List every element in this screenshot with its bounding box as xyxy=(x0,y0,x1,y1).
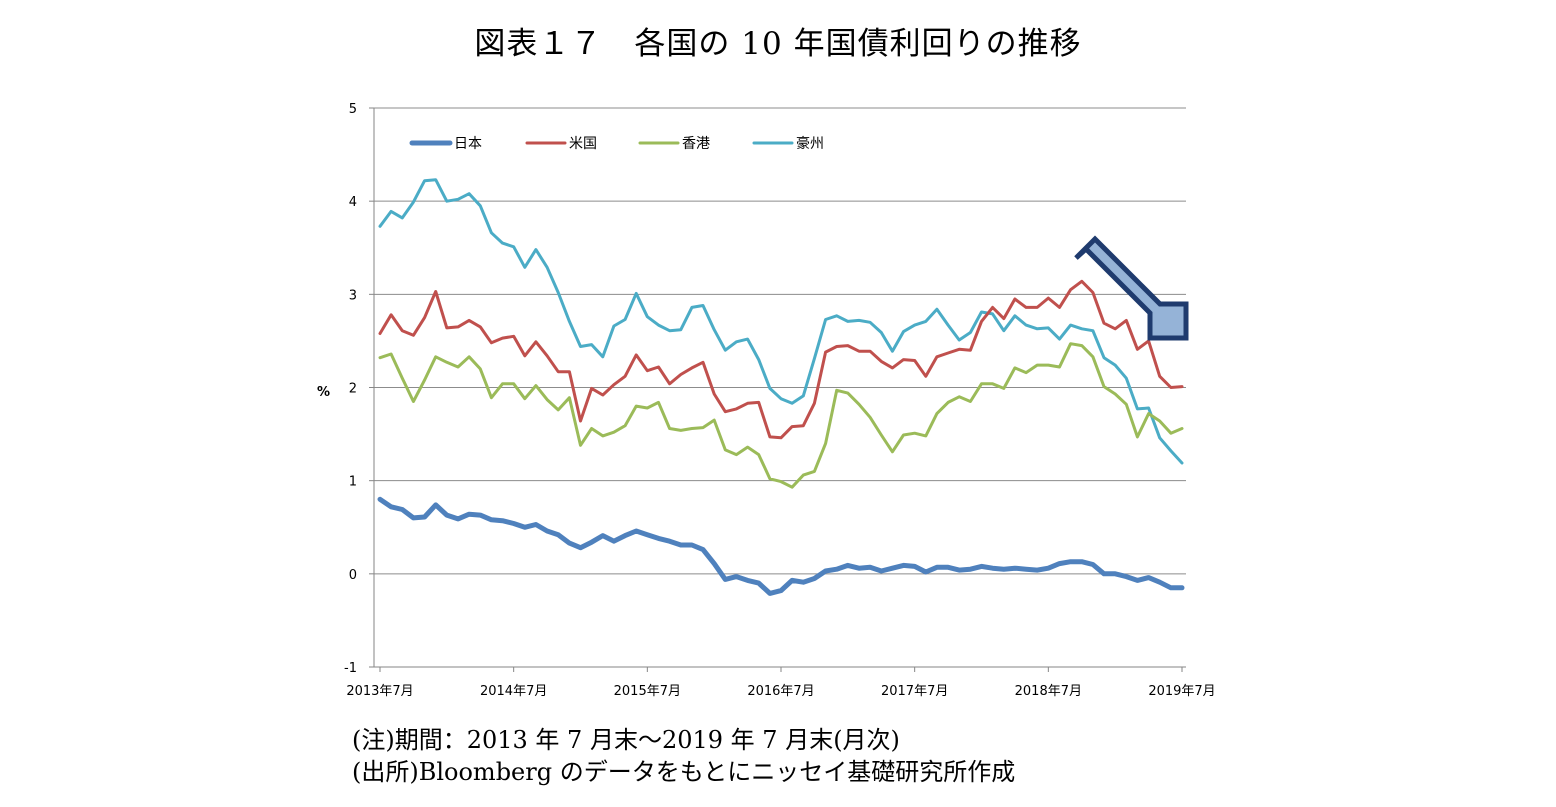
x-tick-label: 2014年7月 xyxy=(480,684,547,699)
x-tick-label: 2013年7月 xyxy=(346,684,413,699)
series-line-1 xyxy=(377,496,1185,596)
y-tick-label: 0 xyxy=(349,568,357,583)
y-tick-label: 2 xyxy=(349,382,357,397)
series-lines xyxy=(377,178,1185,596)
series-line-2 xyxy=(378,279,1184,440)
y-tick-label: 1 xyxy=(349,475,357,490)
y-tick-label: 5 xyxy=(349,102,357,117)
x-tick-label: 2015年7月 xyxy=(614,684,681,699)
arrow-shape xyxy=(1074,235,1189,341)
chart-title: 図表１７ 各国の 10 年国債利回りの推移 xyxy=(474,26,1082,62)
y-tick-labels: -1 0 1 2 3 4 5 xyxy=(344,102,357,676)
x-tick-label: 2017年7月 xyxy=(881,684,948,699)
axes xyxy=(369,107,1186,672)
y-tick-label: 3 xyxy=(349,288,357,303)
y-tick-label: -1 xyxy=(344,661,357,676)
x-tick-label: 2016年7月 xyxy=(747,684,814,699)
legend-label: 米国 xyxy=(569,136,597,152)
note-source: (出所)Bloomberg のデータをもとにニッセイ基礎研究所作成 xyxy=(352,758,1016,786)
x-tick-label: 2018年7月 xyxy=(1015,684,1082,699)
legend-label: 豪州 xyxy=(796,136,824,152)
x-tick-labels: 2013年7月 2014年7月 2015年7月 2016年7月 2017年7月 2018年… xyxy=(346,684,1215,699)
series-line-3 xyxy=(378,342,1184,489)
x-tick-label: 2019年7月 xyxy=(1148,684,1215,699)
y-tick-label: 4 xyxy=(349,195,357,210)
series-line-4 xyxy=(378,178,1184,465)
y-axis-label: % xyxy=(317,385,330,400)
legend-label: 日本 xyxy=(454,136,482,152)
legend: 日本 米国 香港 豪州 xyxy=(409,136,824,152)
note-period: (注)期間：2013 年 7 月末〜2019 年 7 月末(月次) xyxy=(352,726,900,754)
legend-label: 香港 xyxy=(682,136,710,152)
down-arrow-annotation xyxy=(1074,235,1189,341)
